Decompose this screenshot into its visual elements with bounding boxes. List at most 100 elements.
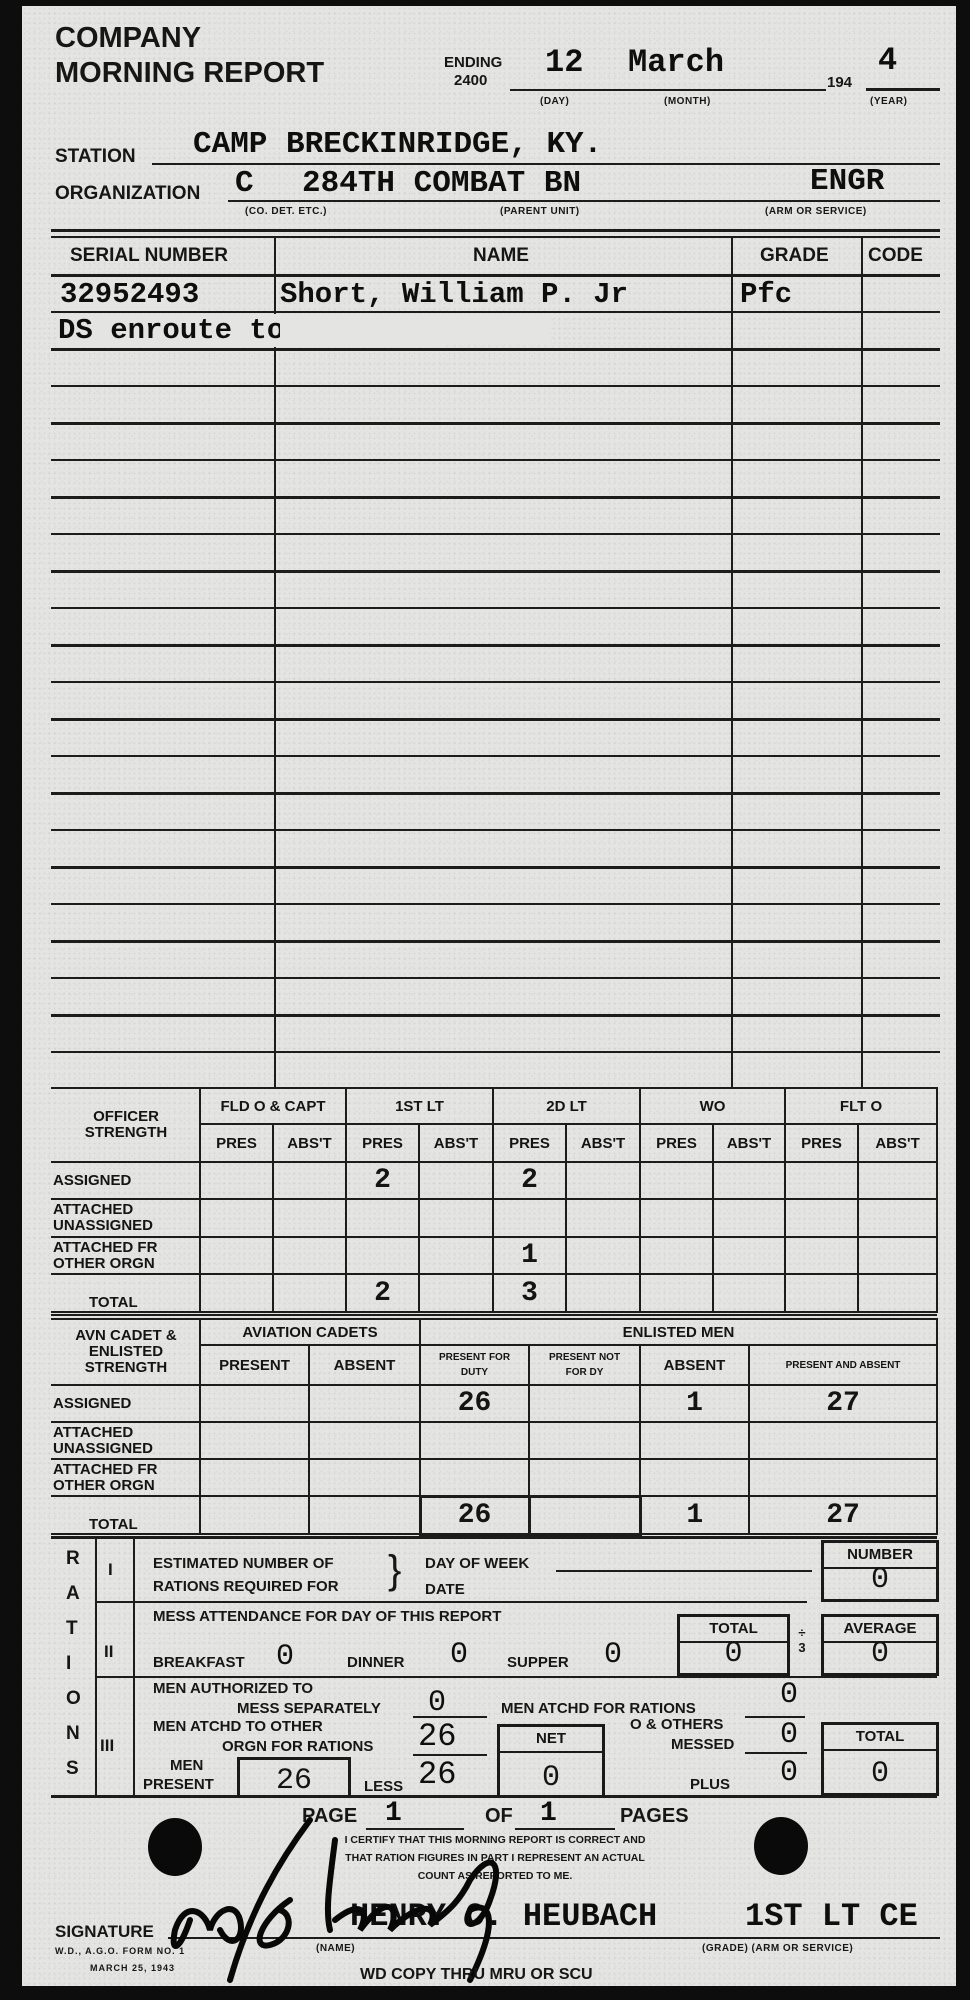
certification-line-1: I CERTIFY THAT THIS MORNING REPORT IS CO… [344, 1834, 646, 1846]
officer-strength-cell [199, 1198, 274, 1238]
officer-strength-cell [272, 1198, 347, 1238]
officer-subheader: ABS'T [857, 1123, 939, 1163]
officer-strength-cell [857, 1161, 939, 1200]
roster-row-line [51, 607, 940, 609]
officer-row-label: TOTAL [51, 1273, 201, 1313]
officer-strength-cell [199, 1236, 274, 1275]
day-of-week-label: DAY OF WEEK [425, 1555, 530, 1572]
atchd-for-rations-field [745, 1716, 805, 1718]
officer-strength-cell [565, 1236, 642, 1275]
men-present-box: 26 [237, 1757, 351, 1798]
estimated-rations-label-1: ESTIMATED NUMBER OF [153, 1555, 334, 1572]
station-underline [152, 163, 940, 165]
officer-strength-cell [639, 1161, 715, 1200]
officer-strength-cell [565, 1161, 642, 1200]
handwritten-signature [170, 1817, 500, 1983]
binder-hole [754, 1817, 808, 1875]
brace: } [388, 1548, 402, 1592]
form-title-line1: COMPANY [55, 22, 202, 54]
date-label: DATE [425, 1581, 465, 1598]
report-year: 4 [878, 42, 898, 79]
rations-row-rule [95, 1601, 807, 1603]
officer-strength-cell [784, 1198, 860, 1238]
officer-strength-cell [492, 1198, 568, 1238]
form-date: MARCH 25, 1943 [90, 1963, 176, 1973]
page-label: PAGE [302, 1805, 358, 1827]
average-label: AVERAGE [824, 1617, 936, 1643]
officer-strength-cell [639, 1273, 715, 1313]
officer-strength-title: OFFICER STRENGTH [51, 1087, 201, 1163]
rations-side-letter: T [66, 1618, 78, 1639]
officer-strength-cell [784, 1161, 860, 1200]
officer-strength-cell: 1 [492, 1236, 568, 1275]
officer-row-label: ASSIGNED [51, 1161, 201, 1200]
organization-underline [228, 200, 940, 202]
year-caption: (YEAR) [870, 96, 908, 107]
mess-total-label: TOTAL [680, 1617, 787, 1643]
section-2-numeral: II [104, 1642, 114, 1661]
number-box: NUMBER 0 [821, 1540, 939, 1602]
enlisted-men-header: ENLISTED MEN [419, 1318, 938, 1346]
form-title-line2: MORNING REPORT [55, 57, 325, 89]
plus-label: PLUS [690, 1776, 731, 1793]
officer-strength-cell [712, 1236, 787, 1275]
year-underline [866, 88, 940, 91]
page-number: 1 [385, 1798, 402, 1829]
enlisted-strength-cell: 27 [748, 1495, 938, 1535]
roster-col-divider [274, 236, 276, 1087]
dinner-label: DINNER [347, 1654, 405, 1671]
rations-side-letter: O [66, 1688, 81, 1709]
roster-row-line [51, 977, 940, 979]
men-present-label-2: PRESENT [143, 1776, 214, 1793]
enlisted-strength-cell: 26 [419, 1384, 530, 1423]
enlisted-strength-cell [308, 1421, 421, 1460]
plus-value: 0 [780, 1756, 799, 1790]
rations-side-letter: R [66, 1548, 80, 1569]
roster-row-line [51, 311, 940, 313]
officer-strength-cell [639, 1198, 715, 1238]
enlisted-subheader: PRESENT NOT FOR DY [528, 1344, 641, 1386]
officer-strength-cell: 2 [492, 1161, 568, 1200]
organization-company: C [235, 166, 254, 201]
enlisted-strength-table: AVN CADET & ENLISTED STRENGTH AVIATION CA… [51, 1318, 938, 1536]
organization-arm: ENGR [810, 164, 885, 199]
officer-strength-cell [272, 1273, 347, 1313]
day-of-week-field[interactable] [556, 1570, 812, 1572]
atchd-other-field [413, 1754, 487, 1756]
enlisted-subheader: ABSENT [639, 1344, 750, 1386]
roster-row-line [51, 496, 940, 499]
supper-value: 0 [604, 1638, 623, 1672]
officer-strength-cell [199, 1273, 274, 1313]
enlisted-strength-cell [528, 1458, 641, 1497]
roster-row-line [51, 718, 940, 721]
pages-field [515, 1828, 615, 1830]
officer-subheader: PRES [199, 1123, 274, 1163]
form-number: W.D., A.G.O. FORM NO. 1 [55, 1946, 186, 1956]
less-label: LESS [364, 1778, 404, 1795]
officer-strength-cell [784, 1236, 860, 1275]
ending-label: ENDING [444, 54, 503, 71]
roster-row-line [51, 533, 940, 535]
roster-row-line [51, 1014, 940, 1017]
officer-strength-cell [784, 1273, 860, 1313]
others-messed-value: 0 [780, 1718, 799, 1752]
divide-by-three: ÷ 3 [798, 1625, 806, 1655]
enlisted-strength-cell: 27 [748, 1384, 938, 1423]
roster-col-divider [861, 236, 863, 1087]
officer-subheader: ABS'T [417, 1123, 495, 1163]
officer-strength-cell [712, 1273, 787, 1313]
station-value: CAMP BRECKINRIDGE, KY. [193, 127, 603, 162]
roster-row-line [51, 903, 940, 905]
entry-grade: Pfc [740, 278, 793, 311]
year-prefix: 194 [827, 74, 853, 91]
enlisted-subheader: ABSENT [308, 1344, 421, 1386]
officer-strength-cell [712, 1198, 787, 1238]
officer-subheader: PRES [345, 1123, 420, 1163]
rations-col-divider [95, 1538, 97, 1796]
section-rule [51, 1314, 937, 1316]
ending-time: 2400 [454, 72, 488, 89]
signature-line [168, 1937, 940, 1939]
organization-parent-unit: 284TH COMBAT BN [302, 166, 582, 201]
mess-separately-label-1: MEN AUTHORIZED TO [153, 1680, 313, 1697]
officer-group-header: WO [639, 1087, 787, 1125]
